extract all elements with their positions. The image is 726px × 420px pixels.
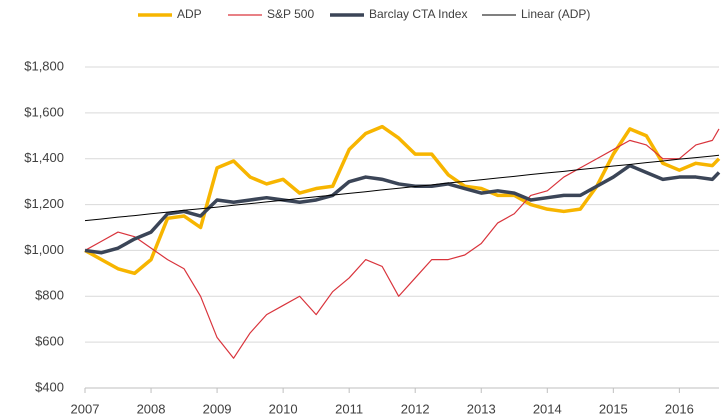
series-line [84,163,721,255]
x-tick-label: 2009 [203,401,232,416]
y-tick-label: $1,200 [24,196,64,211]
y-tick-label: $600 [35,334,64,349]
y-tick-label: $1,000 [24,242,64,257]
y-tick-label: $1,600 [24,104,64,119]
x-tick-label: 2011 [335,401,363,416]
x-tick-label: 2015 [599,401,628,416]
legend-label: ADP [177,7,202,21]
x-tick-label: 2014 [533,401,562,416]
series-line [84,154,720,222]
series-line [84,128,720,359]
y-tick-label: $1,800 [24,58,64,73]
x-tick-label: 2010 [269,401,298,416]
legend-label: S&P 500 [267,7,314,21]
x-tick-label: 2016 [665,401,694,416]
x-tick-label: 2012 [401,401,430,416]
legend-label: Linear (ADP) [521,7,590,21]
x-tick-label: 2007 [71,401,100,416]
y-tick-label: $1,400 [24,150,64,165]
x-tick-label: 2013 [467,401,496,416]
series-line [84,124,721,276]
y-tick-label: $800 [35,288,64,303]
legend-label: Barclay CTA Index [369,7,467,21]
x-tick-label: 2008 [137,401,166,416]
y-tick-label: $400 [35,379,64,394]
